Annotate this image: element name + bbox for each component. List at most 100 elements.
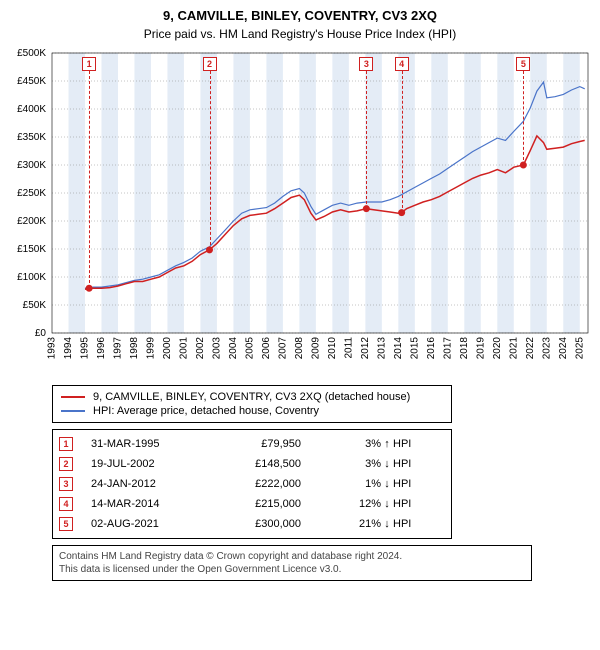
svg-text:2022: 2022 [525, 337, 536, 360]
svg-text:1993: 1993 [47, 337, 58, 360]
svg-text:2006: 2006 [261, 337, 272, 360]
transaction-row: 3 24-JAN-2012£222,000 1%↓HPI [59, 474, 445, 494]
svg-text:2007: 2007 [277, 337, 288, 360]
svg-text:£50K: £50K [23, 300, 47, 311]
tx-direction-icon: ↓ [381, 498, 393, 510]
svg-text:2025: 2025 [574, 337, 585, 360]
tx-index: 3 [59, 477, 73, 491]
tx-pct: 12% [321, 498, 381, 510]
svg-text:1996: 1996 [96, 337, 107, 360]
svg-text:2018: 2018 [459, 337, 470, 360]
svg-text:1999: 1999 [145, 337, 156, 360]
sale-marker-line [523, 71, 524, 165]
svg-text:1995: 1995 [79, 337, 90, 360]
svg-text:2014: 2014 [393, 337, 404, 360]
sale-marker-line [366, 71, 367, 209]
tx-pct: 1% [321, 478, 381, 490]
attribution-box: Contains HM Land Registry data © Crown c… [52, 545, 532, 581]
tx-hpi-tag: HPI [393, 518, 423, 530]
svg-text:1997: 1997 [112, 337, 123, 360]
tx-date: 02-AUG-2021 [91, 518, 211, 530]
tx-date: 19-JUL-2002 [91, 458, 211, 470]
tx-direction-icon: ↓ [381, 478, 393, 490]
sale-marker-line [210, 71, 211, 250]
svg-text:2010: 2010 [327, 337, 338, 360]
svg-text:2023: 2023 [541, 337, 552, 360]
tx-direction-icon: ↑ [381, 438, 393, 450]
svg-text:2020: 2020 [492, 337, 503, 360]
svg-text:£250K: £250K [17, 188, 46, 199]
svg-text:£500K: £500K [17, 48, 46, 59]
tx-date: 14-MAR-2014 [91, 498, 211, 510]
svg-text:2012: 2012 [360, 337, 371, 360]
transaction-row: 4 14-MAR-2014£215,000 12%↓HPI [59, 494, 445, 514]
tx-direction-icon: ↓ [381, 458, 393, 470]
page-subtitle: Price paid vs. HM Land Registry's House … [8, 27, 592, 41]
tx-price: £222,000 [211, 478, 301, 490]
chart-legend: 9, CAMVILLE, BINLEY, COVENTRY, CV3 2XQ (… [52, 385, 452, 423]
tx-index: 1 [59, 437, 73, 451]
tx-price: £300,000 [211, 518, 301, 530]
attribution-line: This data is licensed under the Open Gov… [59, 563, 525, 576]
svg-text:2011: 2011 [343, 337, 354, 359]
sale-marker-line [402, 71, 403, 213]
transaction-row: 5 02-AUG-2021£300,000 21%↓HPI [59, 514, 445, 534]
svg-text:£200K: £200K [17, 216, 46, 227]
svg-text:£150K: £150K [17, 244, 46, 255]
svg-text:2008: 2008 [294, 337, 305, 360]
tx-date: 24-JAN-2012 [91, 478, 211, 490]
sale-marker-box: 1 [82, 57, 96, 71]
svg-text:2013: 2013 [376, 337, 387, 360]
legend-swatch-property [61, 396, 85, 398]
tx-price: £148,500 [211, 458, 301, 470]
svg-text:2016: 2016 [426, 337, 437, 360]
attribution-line: Contains HM Land Registry data © Crown c… [59, 550, 525, 563]
tx-hpi-tag: HPI [393, 498, 423, 510]
svg-text:2024: 2024 [558, 337, 569, 360]
svg-text:2021: 2021 [508, 337, 519, 360]
svg-text:2009: 2009 [310, 337, 321, 360]
svg-text:2019: 2019 [475, 337, 486, 360]
svg-text:2017: 2017 [442, 337, 453, 360]
svg-text:2004: 2004 [228, 337, 239, 360]
svg-text:£400K: £400K [17, 104, 46, 115]
svg-text:2003: 2003 [211, 337, 222, 360]
price-chart: £0 £50K £100K £150K £200K £250K £300K £350K £400… [8, 47, 592, 377]
svg-text:£350K: £350K [17, 132, 46, 143]
tx-pct: 3% [321, 438, 381, 450]
sale-marker-box: 4 [395, 57, 409, 71]
svg-text:2005: 2005 [244, 337, 255, 360]
svg-text:£300K: £300K [17, 160, 46, 171]
sale-marker-box: 2 [203, 57, 217, 71]
tx-hpi-tag: HPI [393, 478, 423, 490]
legend-label-property: 9, CAMVILLE, BINLEY, COVENTRY, CV3 2XQ (… [93, 391, 410, 403]
svg-text:£0: £0 [35, 328, 47, 339]
legend-swatch-hpi [61, 410, 85, 412]
svg-text:1994: 1994 [63, 337, 74, 360]
svg-text:2001: 2001 [178, 337, 189, 360]
tx-direction-icon: ↓ [381, 518, 393, 530]
svg-text:£450K: £450K [17, 76, 46, 87]
tx-hpi-tag: HPI [393, 458, 423, 470]
sale-marker-box: 3 [359, 57, 373, 71]
transaction-row: 1 31-MAR-1995£79,950 3%↑HPI [59, 434, 445, 454]
svg-text:£100K: £100K [17, 272, 46, 283]
tx-index: 4 [59, 497, 73, 511]
tx-pct: 3% [321, 458, 381, 470]
svg-text:2000: 2000 [162, 337, 173, 360]
tx-index: 2 [59, 457, 73, 471]
tx-pct: 21% [321, 518, 381, 530]
transactions-table: 131-MAR-1995£79,9503%↑HPI219-JUL-2002£14… [52, 429, 452, 539]
transaction-row: 2 19-JUL-2002£148,500 3%↓HPI [59, 454, 445, 474]
svg-text:2002: 2002 [195, 337, 206, 360]
tx-price: £79,950 [211, 438, 301, 450]
sale-marker-box: 5 [516, 57, 530, 71]
tx-index: 5 [59, 517, 73, 531]
tx-date: 31-MAR-1995 [91, 438, 211, 450]
svg-text:1998: 1998 [129, 337, 140, 360]
legend-label-hpi: HPI: Average price, detached house, Cove… [93, 405, 319, 417]
svg-text:2015: 2015 [409, 337, 420, 360]
tx-price: £215,000 [211, 498, 301, 510]
tx-hpi-tag: HPI [393, 438, 423, 450]
sale-marker-line [89, 71, 90, 288]
